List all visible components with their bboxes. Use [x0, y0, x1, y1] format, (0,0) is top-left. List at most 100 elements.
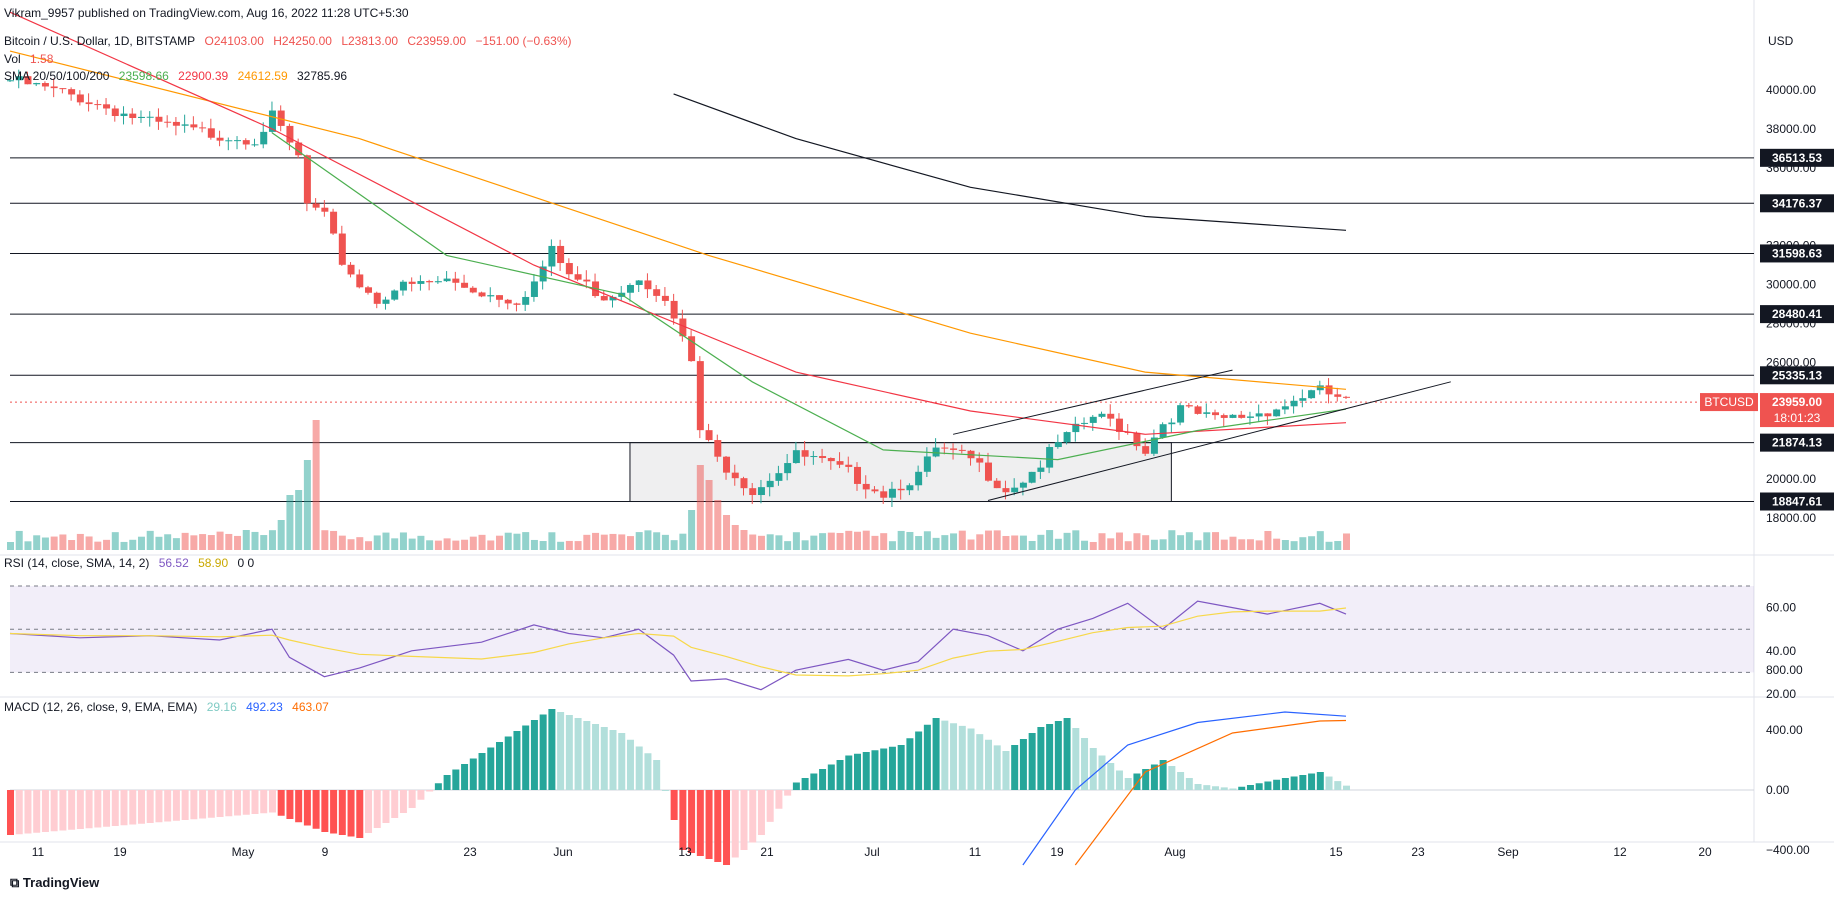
volume-bar — [1229, 536, 1237, 550]
volume-bar — [1325, 541, 1333, 550]
volume-bar — [487, 540, 495, 550]
macd-histogram-bar — [1168, 766, 1176, 790]
macd-label[interactable]: MACD (12, 26, close, 9, EMA, EMA) — [4, 700, 198, 714]
published-by: Vikram_9957 published on TradingView.com… — [4, 6, 409, 20]
volume-bar — [137, 536, 145, 550]
volume-bar — [1133, 533, 1141, 550]
sma100-value: 24612.59 — [237, 69, 288, 83]
volume-bar — [1290, 541, 1298, 550]
candle — [426, 281, 434, 283]
macd-histogram-bar — [1325, 776, 1333, 790]
date-tick: Sep — [1497, 845, 1519, 859]
macd-histogram-bar — [1334, 781, 1342, 790]
candle — [164, 121, 172, 123]
channel-upper-line — [952, 369, 1233, 435]
ohlc-low: L23813.00 — [341, 34, 399, 48]
volume-bar — [15, 530, 23, 550]
candle — [1316, 385, 1324, 391]
level-label: 25335.13 — [1772, 368, 1822, 382]
volume-bar — [696, 465, 704, 550]
candle — [1002, 488, 1010, 493]
rsi-label[interactable]: RSI (14, close, SMA, 14, 2) — [4, 556, 150, 570]
macd-histogram-bar — [740, 790, 748, 850]
volume-bar — [1308, 536, 1316, 550]
candle — [522, 296, 530, 305]
macd-histogram-bar — [993, 745, 1001, 790]
sma-line: SMA 20/50/100/200 23598.66 22900.39 2461… — [4, 69, 353, 83]
macd-histogram-bar — [137, 790, 145, 824]
volume-bar — [1107, 538, 1115, 550]
volume-bar — [190, 535, 198, 550]
macd-histogram-bar — [705, 790, 713, 859]
macd-legend: MACD (12, 26, close, 9, EMA, EMA) 29.16 … — [4, 700, 335, 714]
candle — [399, 281, 407, 291]
candle — [862, 483, 870, 490]
candle — [705, 430, 713, 441]
symbol-title[interactable]: Bitcoin / U.S. Dollar, 1D, BITSTAMP — [4, 34, 196, 48]
macd-histogram-bar — [1142, 769, 1150, 790]
candle — [1299, 398, 1307, 401]
vol-label[interactable]: Vol — [4, 52, 21, 66]
sma-label[interactable]: SMA 20/50/100/200 — [4, 69, 110, 83]
candle — [146, 116, 154, 118]
candle — [103, 104, 111, 109]
macd-histogram-bar — [1177, 772, 1185, 790]
candle — [469, 287, 477, 293]
macd-histogram-bar — [286, 790, 294, 819]
candle — [1133, 432, 1141, 447]
macd-histogram-bar — [1054, 721, 1062, 790]
candle — [1325, 385, 1333, 395]
candle — [452, 278, 460, 283]
macd-histogram-bar — [85, 790, 93, 829]
candle — [792, 450, 800, 464]
candle — [941, 447, 949, 449]
candle — [1264, 413, 1272, 417]
volume-bar — [1264, 530, 1272, 550]
level-label: 18847.61 — [1772, 495, 1822, 509]
volume-bar — [146, 530, 154, 550]
level-pill — [1760, 366, 1834, 385]
candle — [679, 318, 687, 337]
macd-histogram-bar — [1028, 733, 1036, 790]
date-tick: 21 — [760, 845, 774, 859]
volume-bar — [1011, 535, 1019, 550]
macd-histogram-bar — [434, 783, 442, 790]
macd-tick: 400.00 — [1766, 723, 1803, 737]
volume-bar — [461, 539, 469, 550]
volume-bar — [1098, 533, 1106, 550]
candle — [129, 113, 137, 119]
macd-histogram-bar — [845, 755, 853, 790]
volume-bar — [452, 540, 460, 550]
macd-histogram-bar — [1115, 770, 1123, 790]
level-label: 28480.41 — [1772, 307, 1822, 321]
candle — [1220, 415, 1228, 418]
level-pill — [1760, 492, 1834, 511]
volume-bar — [417, 535, 425, 550]
candle — [539, 266, 547, 282]
macd-histogram-bar — [190, 790, 198, 820]
macd-histogram-bar — [1281, 778, 1289, 790]
volume-bar — [976, 534, 984, 550]
volume-bar — [958, 530, 966, 550]
macd-histogram-bar — [906, 738, 914, 790]
volume-bar — [207, 535, 215, 550]
macd-histogram-bar — [618, 733, 626, 790]
volume-bar — [365, 541, 373, 550]
macd-histogram-bar — [1159, 760, 1167, 790]
symbol-pill-label: BTCUSD — [1704, 395, 1754, 409]
macd-histogram-bar — [1019, 739, 1027, 790]
volume-bar — [199, 534, 207, 550]
macd-histogram-bar — [609, 730, 617, 790]
macd-histogram-bar — [495, 742, 503, 790]
candle — [41, 83, 49, 87]
tradingview-logo[interactable]: ⧉ TradingView — [10, 875, 99, 891]
candle — [871, 489, 879, 492]
macd-histogram-bar — [461, 764, 469, 790]
macd-histogram-bar — [391, 790, 399, 818]
candle — [565, 263, 573, 275]
volume-bar — [242, 530, 250, 550]
candle — [1037, 467, 1045, 472]
candle — [408, 281, 416, 284]
macd-histogram-bar — [915, 731, 923, 790]
